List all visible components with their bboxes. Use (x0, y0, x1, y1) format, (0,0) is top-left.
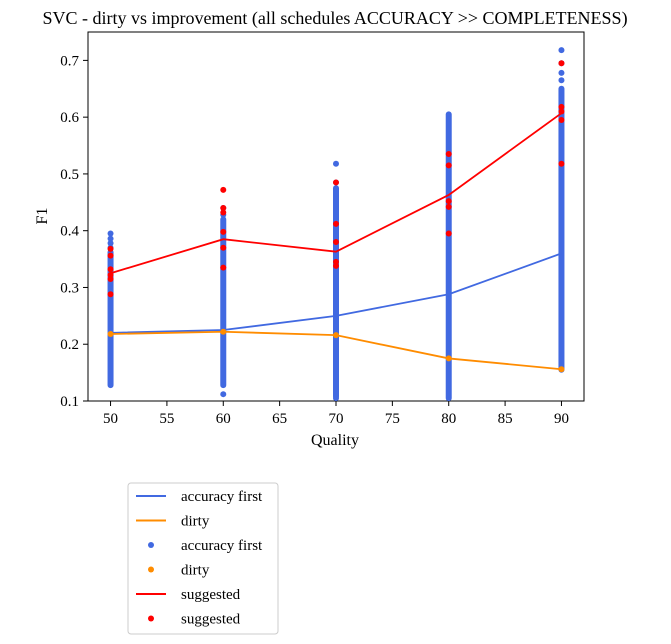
scatter-suggested-point (333, 258, 339, 265)
x-tick-label: 90 (554, 411, 569, 427)
scatter-suggested-point (445, 198, 452, 205)
y-tick-label: 0.7 (60, 53, 79, 69)
scatter-suggested-point (107, 271, 114, 278)
line-accuracy-first (110, 252, 562, 334)
scatter-accuracy-first-point (558, 77, 565, 84)
plot-area: 50 55 60 65 70 75 80 85 90 0.1 0.2 0.3 0.4 0.5 0.6 0.7 (60, 31, 585, 427)
scatter-suggested-point (220, 228, 227, 235)
scatter-suggested-point (107, 291, 114, 298)
x-tick-label: 55 (159, 411, 174, 427)
scatter-accuracy-first-point (220, 391, 227, 398)
scatter-suggested-point (558, 60, 565, 67)
scatter-accuracy-first-point (558, 47, 565, 54)
legend-label: dirty (181, 514, 210, 530)
scatter-suggested-point (107, 266, 114, 273)
legend-dot-marker (148, 566, 154, 573)
x-tick-label: 85 (498, 411, 513, 427)
scatter-suggested-point (107, 252, 114, 259)
y-tick-label: 0.1 (60, 394, 79, 410)
scatter-dirty-point (445, 355, 452, 362)
y-tick-label: 0.4 (60, 224, 79, 240)
scatter-accuracy-first-point (333, 160, 339, 167)
line-suggested (110, 112, 562, 275)
legend-label: suggested (181, 587, 241, 603)
y-tick-label: 0.2 (60, 337, 79, 353)
y-tick-label: 0.5 (60, 167, 79, 183)
scatter-dirty-point (333, 332, 339, 339)
x-tick-label: 65 (272, 411, 287, 427)
scatter-accuracy-first-point (333, 395, 339, 402)
x-tick-label: 80 (441, 411, 456, 427)
scatter-suggested-point (333, 239, 339, 246)
x-tick-label: 60 (216, 411, 231, 427)
x-tick-label: 50 (103, 411, 118, 427)
scatter-suggested-point (558, 108, 565, 115)
x-tick-label: 70 (329, 411, 344, 427)
scatter-suggested-point (333, 179, 339, 186)
scatter-accuracy-first-point (107, 240, 114, 247)
scatter-dirty-point (220, 328, 227, 335)
scatter-suggested-point (558, 116, 565, 123)
scatter-suggested-point (558, 160, 565, 167)
scatter-suggested-point (445, 203, 452, 210)
scatter-suggested-point (558, 103, 565, 110)
legend-label: accuracy first (181, 538, 263, 554)
y-axis-label: F1 (34, 208, 51, 225)
scatter-dirty-point (558, 366, 565, 373)
y-tick-label: 0.3 (60, 280, 79, 296)
scatter-suggested-point (333, 220, 339, 227)
scatter-accuracy-first-point (107, 235, 114, 242)
scatter-suggested-point (107, 245, 114, 252)
scatter-accuracy-first-point (107, 230, 114, 237)
legend-label: dirty (181, 563, 210, 579)
scatter-suggested-point (445, 151, 452, 158)
scatter-suggested-point (220, 244, 227, 251)
legend: accuracy first dirty accuracy first dirty su… (127, 482, 279, 635)
chart-title: SVC - dirty vs improvement (all schedule… (42, 8, 627, 29)
scatter-suggested-point (220, 204, 227, 211)
scatter-suggested-point (220, 186, 227, 193)
x-axis-label: Quality (311, 432, 359, 449)
x-tick-label: 75 (385, 411, 400, 427)
scatter-suggested-point (220, 209, 227, 216)
legend-dot-marker (148, 542, 154, 548)
legend-label: accuracy first (181, 489, 263, 505)
scatter-suggested-point (445, 230, 452, 237)
legend-label: suggested (181, 612, 241, 628)
y-tick-label: 0.6 (60, 110, 79, 126)
scatter-accuracy-first-point (558, 69, 565, 76)
scatter-suggested-point (445, 162, 452, 169)
scatter-suggested-point (220, 264, 227, 271)
legend-dot-marker (148, 615, 154, 622)
scatter-dirty-point (107, 331, 114, 338)
